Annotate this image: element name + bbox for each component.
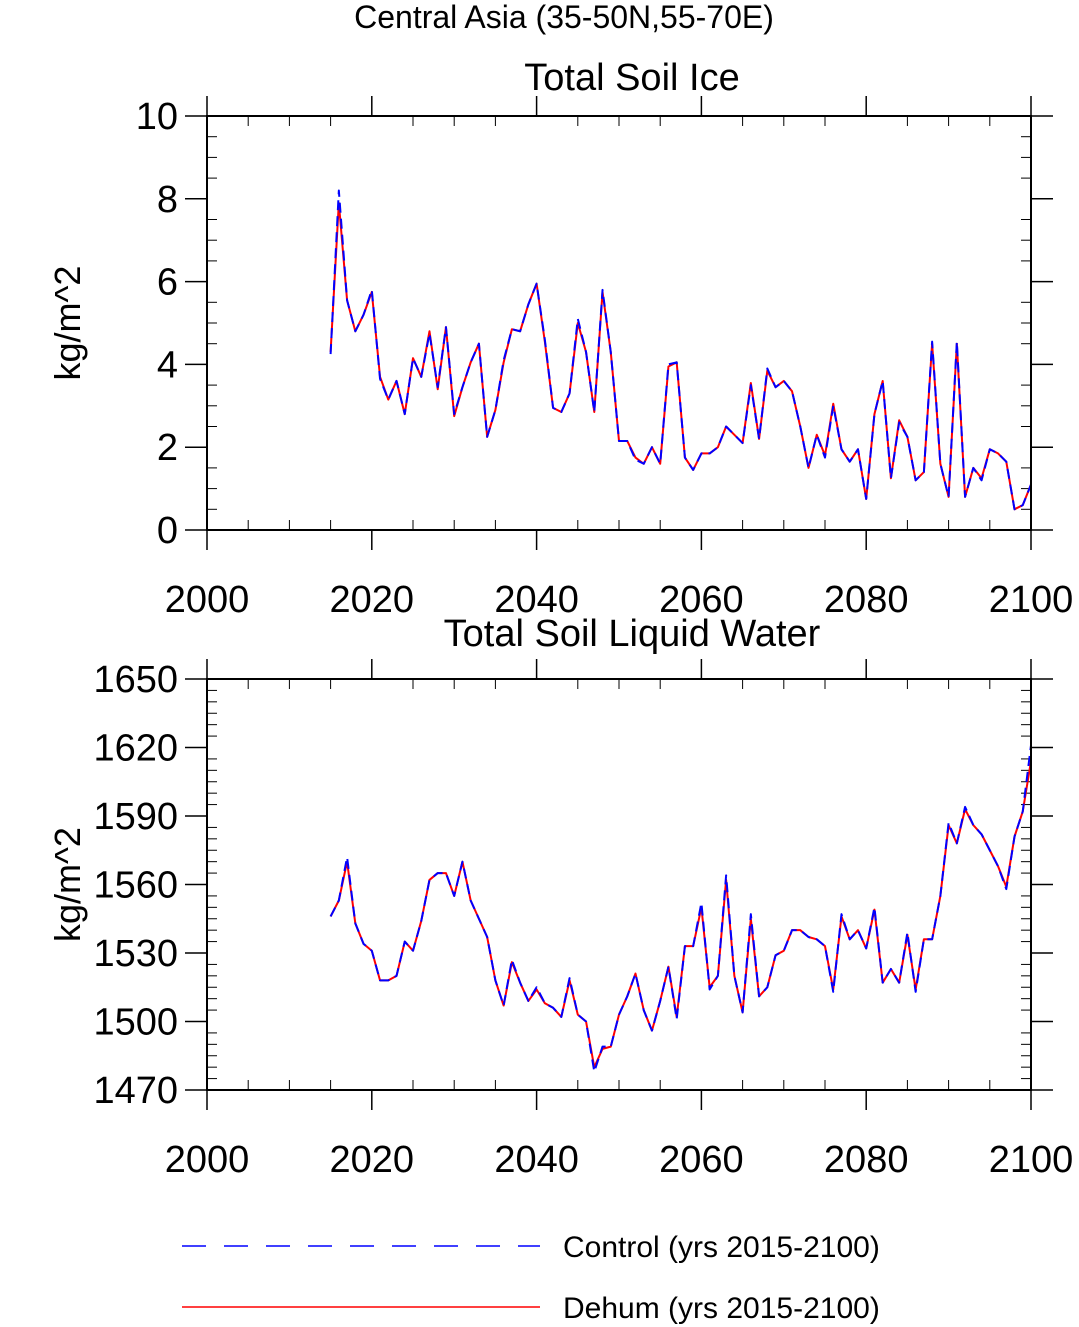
x-tick-label-2000: 2000: [165, 579, 250, 621]
legend: Control (yrs 2015-2100) Dehum (yrs 2015-…: [182, 1231, 880, 1325]
chart-total-soil-liquid-water: Total Soil Liquid Water kg/m^2 2000 2020 204…: [47, 613, 1073, 1181]
x-tick-label-2040: 2040: [494, 1139, 579, 1181]
series-line-control-yrs-2015-2100: [329, 189, 1032, 511]
series-line-dehum-yrs-2015-2100: [329, 761, 1032, 1069]
x-tick-label-2000: 2000: [165, 1139, 250, 1181]
y-tick-label-1650: 1650: [93, 659, 178, 701]
chart-title: Total Soil Liquid Water: [444, 613, 821, 655]
x-tick-label-2060: 2060: [659, 579, 744, 621]
x-tick-label-2100: 2100: [989, 1139, 1074, 1181]
y-tick-label-1560: 1560: [93, 865, 178, 907]
x-tick-label-2040: 2040: [494, 579, 579, 621]
series-line-control-yrs-2015-2100: [329, 745, 1032, 1073]
x-tick-label-2020: 2020: [330, 579, 415, 621]
y-axis-label: kg/m^2: [47, 827, 88, 942]
y-tick-label-1590: 1590: [93, 796, 178, 838]
chart-total-soil-ice: Total Soil Ice kg/m^2 2000 2020 2040 2060 2080…: [47, 57, 1073, 621]
y-tick-label-1500: 1500: [93, 1002, 178, 1044]
y-tick-label-4: 4: [157, 344, 178, 386]
legend-label-dehum: Dehum (yrs 2015-2100): [563, 1292, 880, 1325]
y-tick-label-0: 0: [157, 510, 178, 552]
x-tick-label-2080: 2080: [824, 579, 909, 621]
x-tick-label-2080: 2080: [824, 1139, 909, 1181]
plot-frame: [206, 678, 1032, 1091]
figure-title: Central Asia (35-50N,55-70E): [354, 0, 774, 35]
x-tick-label-2060: 2060: [659, 1139, 744, 1181]
y-axis-label: kg/m^2: [47, 266, 88, 381]
series-line-dehum-yrs-2015-2100: [329, 201, 1032, 511]
chart-title: Total Soil Ice: [524, 57, 739, 99]
y-tick-label-6: 6: [157, 262, 178, 304]
x-tick-label-2020: 2020: [330, 1139, 415, 1181]
y-tick-label-8: 8: [157, 179, 178, 221]
y-tick-label-1470: 1470: [93, 1070, 178, 1112]
x-tick-label-2100: 2100: [989, 579, 1074, 621]
y-tick-label-1530: 1530: [93, 933, 178, 975]
legend-label-control: Control (yrs 2015-2100): [563, 1231, 880, 1264]
plot-frame: [206, 115, 1032, 531]
y-tick-label-1620: 1620: [93, 728, 178, 770]
y-tick-label-10: 10: [136, 96, 178, 138]
y-tick-label-2: 2: [157, 427, 178, 469]
